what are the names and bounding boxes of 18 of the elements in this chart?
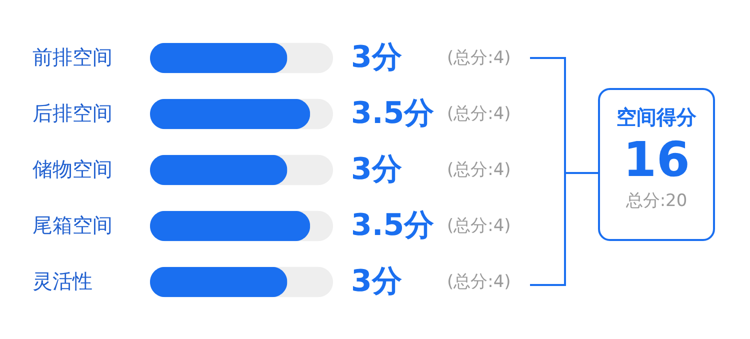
text: (总分:4) bbox=[447, 48, 511, 68]
data-label: 3分 bbox=[351, 40, 402, 75]
data-label: 3.5分 bbox=[351, 96, 434, 131]
text: 16 bbox=[622, 131, 691, 189]
data-label: 3.5分 bbox=[351, 208, 434, 243]
text: 总分:20 bbox=[624, 190, 688, 212]
text: (总分:4) bbox=[447, 160, 511, 180]
y-tick-label: 尾箱空间 bbox=[32, 213, 112, 237]
data-label: 3分 bbox=[351, 152, 402, 187]
y-tick-label: 后排空间 bbox=[32, 101, 112, 125]
text: (总分:4) bbox=[447, 272, 511, 292]
text: (总分:4) bbox=[447, 216, 511, 236]
text: 空间得分 bbox=[616, 104, 698, 131]
data-label: 3分 bbox=[351, 264, 402, 299]
y-tick-label: 前排空间 bbox=[32, 45, 112, 69]
y-tick-label: 储物空间 bbox=[32, 157, 112, 181]
y-tick-label: 灵活性 bbox=[32, 269, 92, 293]
text: (总分:4) bbox=[447, 104, 511, 124]
